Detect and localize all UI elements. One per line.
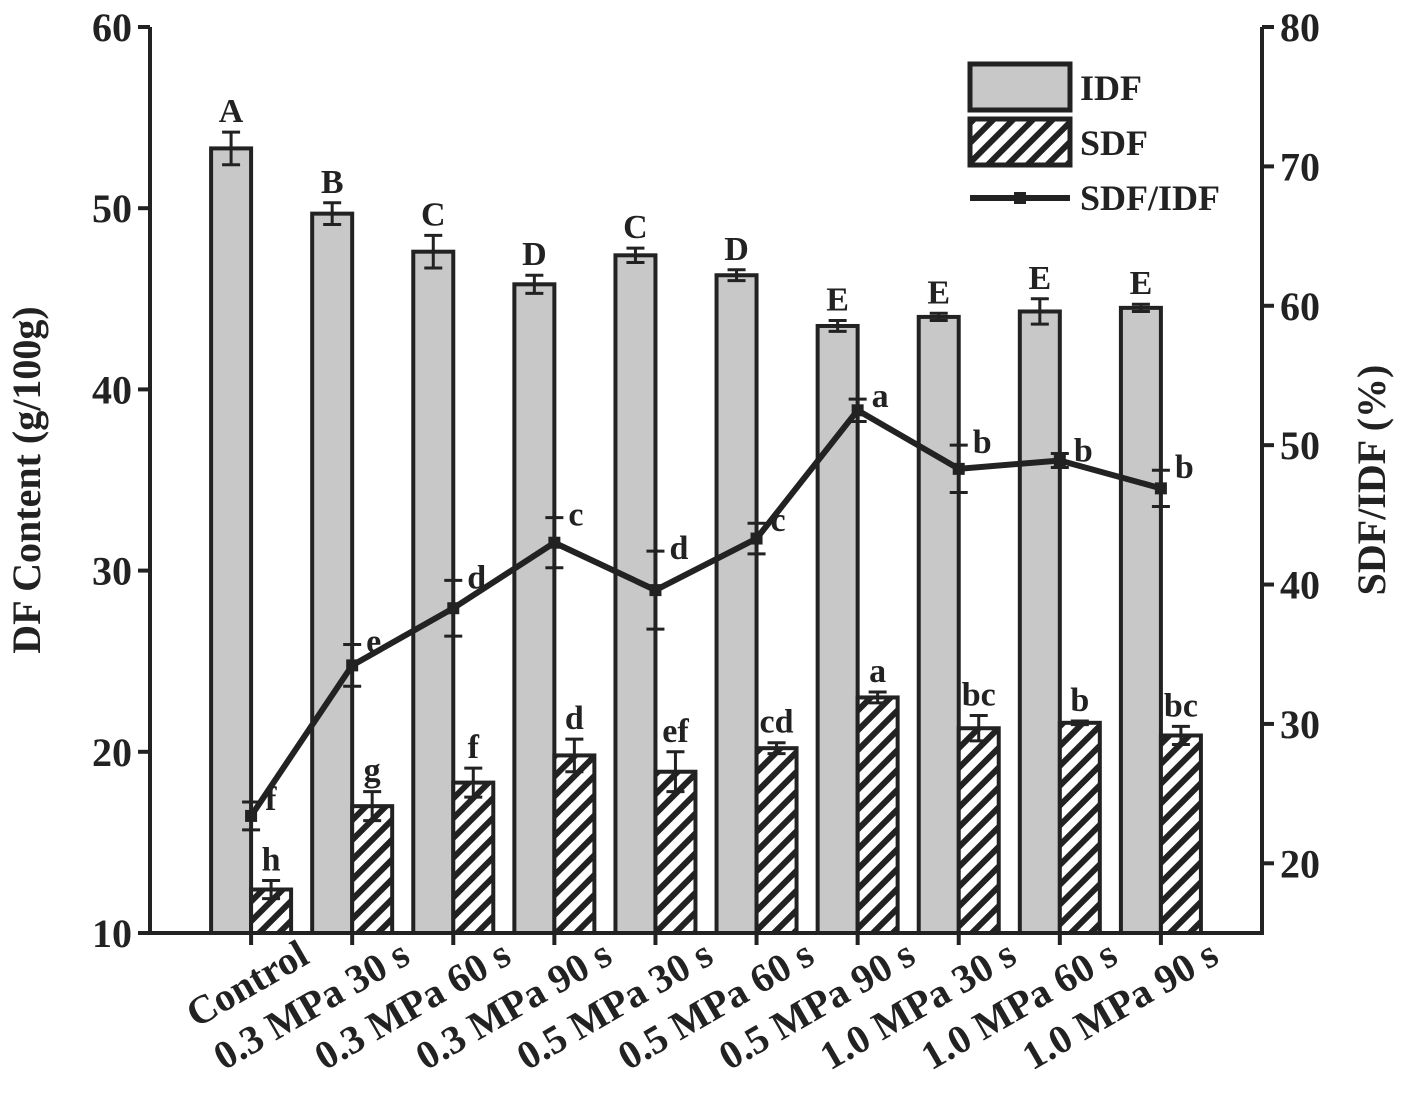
bar	[411, 249, 456, 936]
significance-label: E	[927, 274, 950, 311]
bar	[613, 253, 658, 935]
bar	[1158, 733, 1203, 935]
y2-tick-label: 30	[1280, 702, 1320, 747]
significance-label: d	[669, 530, 688, 567]
bar	[552, 753, 597, 936]
ratio-line	[248, 406, 1162, 818]
significance-label: b	[973, 424, 992, 461]
legend-label: SDF/IDF	[1080, 178, 1220, 218]
legend-label: SDF	[1080, 123, 1148, 163]
y2-tick-label: 50	[1280, 423, 1320, 468]
significance-label: c	[771, 502, 786, 539]
bar	[956, 726, 1001, 936]
legend-label: IDF	[1080, 68, 1142, 108]
significance-label: E	[1028, 260, 1051, 297]
significance-label: bc	[962, 677, 996, 714]
legend-swatch	[967, 61, 1073, 113]
y-tick-label: 30	[92, 549, 132, 594]
bar	[350, 804, 395, 935]
legend-swatch	[967, 116, 1073, 168]
significance-label: c	[568, 497, 583, 534]
y2-tick-label: 80	[1280, 5, 1320, 50]
y-tick-label: 40	[92, 367, 132, 412]
bar	[512, 282, 557, 935]
y2-tick-label: 70	[1280, 144, 1320, 189]
significance-label: ef	[662, 713, 689, 750]
significance-label: bc	[1164, 687, 1198, 724]
significance-label: B	[321, 164, 344, 201]
bar	[451, 780, 496, 935]
y2-tick-label: 60	[1280, 284, 1320, 329]
significance-label: A	[219, 93, 244, 130]
significance-label: C	[421, 196, 446, 233]
significance-label: d	[565, 700, 584, 737]
significance-label: b	[1070, 682, 1089, 719]
significance-label: D	[522, 236, 547, 273]
significance-label: b	[1175, 449, 1194, 486]
bar	[714, 273, 759, 935]
y2-axis-title: SDF/IDF (%)	[1349, 365, 1394, 596]
y2-tick-label: 20	[1280, 841, 1320, 886]
bar	[653, 769, 698, 935]
bar	[1118, 305, 1163, 935]
significance-label: b	[1074, 433, 1093, 470]
bar	[855, 695, 900, 935]
bar	[1017, 309, 1062, 935]
significance-label: C	[623, 209, 648, 246]
significance-label: cd	[760, 704, 794, 741]
y2-tick-label: 40	[1280, 563, 1320, 608]
significance-label: f	[265, 781, 277, 818]
bar	[916, 314, 961, 936]
bar	[1057, 720, 1102, 935]
y-axis-title: DF Content (g/100g)	[4, 306, 49, 653]
significance-label: a	[872, 378, 889, 415]
significance-label: g	[364, 753, 381, 790]
bar	[754, 746, 799, 936]
significance-label: f	[468, 729, 480, 766]
y-tick-label: 10	[92, 911, 132, 956]
significance-label: E	[826, 282, 849, 319]
significance-label: E	[1130, 265, 1153, 302]
y-tick-label: 20	[92, 730, 132, 775]
significance-label: h	[262, 841, 281, 878]
significance-label: d	[467, 559, 486, 596]
significance-label: e	[366, 623, 381, 660]
legend-marker	[1014, 192, 1026, 204]
bar	[310, 211, 355, 936]
bar	[815, 323, 860, 936]
y-tick-label: 50	[92, 186, 132, 231]
significance-label: a	[869, 653, 886, 690]
y-tick-label: 60	[92, 5, 132, 50]
significance-label: D	[724, 231, 749, 268]
